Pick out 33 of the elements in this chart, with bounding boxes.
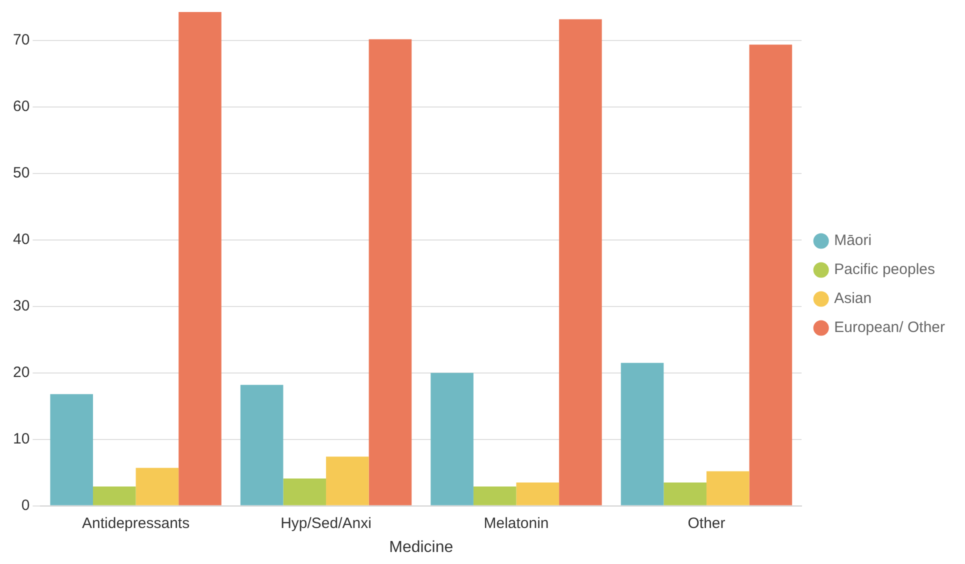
y-tick-label: 60: [12, 98, 30, 116]
y-tick-label: 0: [21, 496, 30, 514]
y-tick-label: 50: [12, 164, 30, 182]
bar: [368, 39, 412, 506]
y-tick-label: 20: [12, 364, 30, 382]
bar: [664, 482, 706, 506]
bar: [620, 362, 664, 506]
y-tick-label: 10: [12, 430, 30, 448]
bar: [50, 394, 93, 506]
x-tick-label: Melatonin: [484, 514, 549, 532]
legend-label: Māori: [834, 232, 872, 250]
x-tick-label: Antidepressants: [82, 514, 190, 532]
bar: [516, 482, 560, 506]
bar: [430, 372, 474, 506]
x-tick-label: Hyp/Sed/Anxi: [280, 514, 372, 532]
y-tick-label: 30: [12, 298, 30, 315]
x-axis-title: Medicine: [389, 538, 454, 556]
bar: [473, 486, 516, 506]
bar: [559, 19, 602, 506]
bar: [93, 486, 136, 506]
legend-label: Asian: [834, 290, 872, 308]
y-tick-label: 40: [12, 231, 30, 248]
bar: [178, 12, 222, 506]
legend-label: Pacific peoples: [834, 261, 936, 278]
bar: [749, 44, 792, 506]
bar: [240, 384, 284, 506]
bar: [326, 456, 369, 506]
y-tick-label: 70: [12, 32, 30, 49]
legend-label: European/ Other: [834, 319, 946, 336]
x-tick-label: Other: [688, 514, 726, 532]
bar: [706, 471, 750, 506]
bar: [136, 468, 179, 506]
bar: [283, 478, 326, 506]
